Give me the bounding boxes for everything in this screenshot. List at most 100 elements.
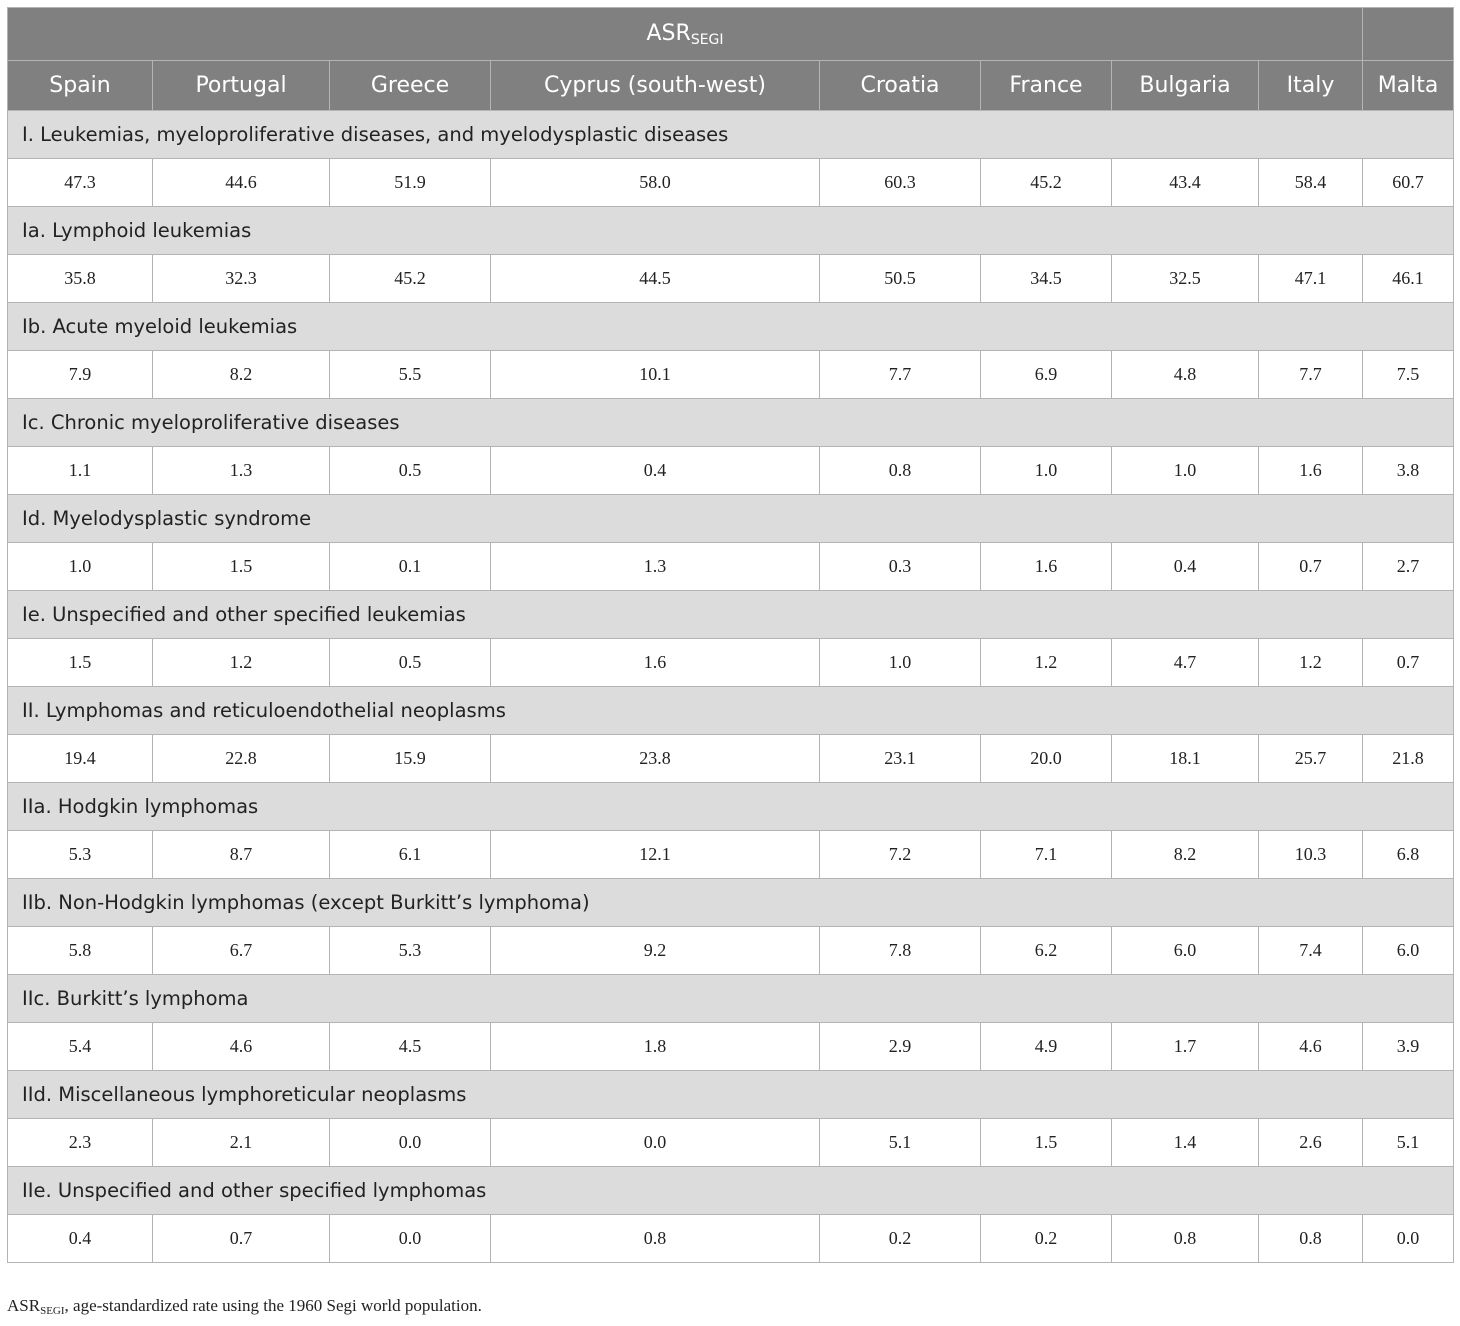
value-cell: 1.0 [819, 638, 981, 687]
value-cell: 4.8 [1111, 350, 1259, 399]
value-cell: 1.5 [152, 542, 330, 591]
category-row: Ic. Chronic myeloproliferative diseases [6, 398, 1455, 447]
value-cell: 22.8 [152, 734, 330, 783]
value-cell: 7.8 [819, 926, 981, 975]
value-cell: 6.0 [1362, 926, 1455, 975]
category-label: IIb. Non-Hodgkin lymphomas (except Burki… [6, 878, 1455, 927]
value-cell: 44.6 [152, 158, 330, 207]
category-label: IIc. Burkitt’s lymphoma [6, 974, 1455, 1023]
category-row: I. Leukemias, myeloproliferative disease… [6, 110, 1455, 159]
value-cell: 1.6 [1257, 446, 1364, 495]
category-row: IIc. Burkitt’s lymphoma [6, 974, 1455, 1023]
country-header-italy: Italy [1257, 60, 1364, 111]
value-cell: 5.3 [329, 926, 491, 975]
value-cell: 32.5 [1111, 254, 1259, 303]
category-row: Ia. Lymphoid leukemias [6, 206, 1455, 255]
asr-segi-header: ASRSEGI [6, 7, 1364, 61]
category-label: Ia. Lymphoid leukemias [6, 206, 1455, 255]
value-cell: 5.4 [7, 1022, 153, 1071]
value-cell: 10.1 [490, 350, 820, 399]
value-cell: 0.8 [490, 1214, 820, 1263]
value-cell: 0.3 [819, 542, 981, 591]
value-cell: 0.2 [819, 1214, 981, 1263]
value-cell: 2.9 [819, 1022, 981, 1071]
value-cell: 15.9 [329, 734, 491, 783]
value-cell: 0.7 [1362, 638, 1455, 687]
value-row: 19.4 22.8 15.9 23.8 23.1 20.0 18.1 25.7 21.8 [7, 734, 1455, 783]
value-cell: 0.0 [1362, 1214, 1455, 1263]
value-cell: 7.1 [980, 830, 1112, 879]
category-label: Ib. Acute myeloid leukemias [6, 302, 1455, 351]
footnote-text: , age-standardized rate using the 1960 S… [64, 1296, 482, 1315]
value-cell: 5.1 [1362, 1118, 1455, 1167]
value-cell: 1.5 [980, 1118, 1112, 1167]
category-label: II. Lymphomas and reticuloendothelial ne… [6, 686, 1455, 735]
value-cell: 2.7 [1362, 542, 1455, 591]
value-cell: 0.8 [1257, 1214, 1364, 1263]
value-cell: 8.2 [152, 350, 330, 399]
value-cell: 7.4 [1257, 926, 1364, 975]
value-cell: 1.5 [7, 638, 153, 687]
value-cell: 7.5 [1362, 350, 1455, 399]
value-cell: 8.7 [152, 830, 330, 879]
value-cell: 6.2 [980, 926, 1112, 975]
country-header-bulgaria: Bulgaria [1111, 60, 1259, 111]
value-cell: 6.1 [329, 830, 491, 879]
category-label: Ic. Chronic myeloproliferative diseases [6, 398, 1455, 447]
value-cell: 0.1 [329, 542, 491, 591]
value-cell: 45.2 [980, 158, 1112, 207]
value-cell: 0.0 [329, 1214, 491, 1263]
header-empty-cell [1362, 7, 1455, 61]
table-body: I. Leukemias, myeloproliferative disease… [6, 110, 1455, 1263]
value-row: 5.8 6.7 5.3 9.2 7.8 6.2 6.0 7.4 6.0 [7, 926, 1455, 975]
category-row: Id. Myelodysplastic syndrome [6, 494, 1455, 543]
category-row: IIa. Hodgkin lymphomas [6, 782, 1455, 831]
value-cell: 0.0 [490, 1118, 820, 1167]
value-cell: 0.0 [329, 1118, 491, 1167]
value-row: 5.4 4.6 4.5 1.8 2.9 4.9 1.7 4.6 3.9 [7, 1022, 1455, 1071]
value-cell: 0.7 [152, 1214, 330, 1263]
value-cell: 6.7 [152, 926, 330, 975]
category-row: II. Lymphomas and reticuloendothelial ne… [6, 686, 1455, 735]
value-cell: 1.2 [152, 638, 330, 687]
value-cell: 0.5 [329, 446, 491, 495]
category-label: I. Leukemias, myeloproliferative disease… [6, 110, 1455, 159]
value-cell: 6.9 [980, 350, 1112, 399]
value-cell: 19.4 [7, 734, 153, 783]
value-cell: 1.4 [1111, 1118, 1259, 1167]
category-row: IIb. Non-Hodgkin lymphomas (except Burki… [6, 878, 1455, 927]
asr-header-main: ASR [646, 20, 691, 46]
value-cell: 1.3 [490, 542, 820, 591]
value-cell: 12.1 [490, 830, 820, 879]
value-cell: 1.2 [1257, 638, 1364, 687]
value-cell: 1.0 [7, 542, 153, 591]
value-cell: 1.0 [980, 446, 1112, 495]
value-cell: 5.8 [7, 926, 153, 975]
value-cell: 7.7 [819, 350, 981, 399]
value-cell: 1.6 [980, 542, 1112, 591]
value-cell: 2.1 [152, 1118, 330, 1167]
footnote-abbr-sub: SEGI [40, 1305, 65, 1317]
value-cell: 7.9 [7, 350, 153, 399]
value-cell: 7.7 [1257, 350, 1364, 399]
footnote-abbr-main: ASR [7, 1296, 41, 1315]
country-header-greece: Greece [329, 60, 491, 111]
country-header-row: Spain Portugal Greece Cyprus (south-west) Cr… [7, 60, 1455, 111]
table-footnote: ASRSEGI, age-standardized rate using the… [7, 1296, 482, 1317]
header-title-row: ASRSEGI [6, 7, 1455, 61]
value-cell: 2.3 [7, 1118, 153, 1167]
value-cell: 5.5 [329, 350, 491, 399]
value-cell: 1.8 [490, 1022, 820, 1071]
value-cell: 4.7 [1111, 638, 1259, 687]
value-cell: 0.2 [980, 1214, 1112, 1263]
value-cell: 7.2 [819, 830, 981, 879]
country-header-malta: Malta [1362, 60, 1455, 111]
value-cell: 3.9 [1362, 1022, 1455, 1071]
value-cell: 1.0 [1111, 446, 1259, 495]
value-cell: 23.1 [819, 734, 981, 783]
value-cell: 47.3 [7, 158, 153, 207]
value-cell: 58.4 [1257, 158, 1364, 207]
value-cell: 4.9 [980, 1022, 1112, 1071]
country-header-cyprus-south-west: Cyprus (south-west) [490, 60, 820, 111]
asr-header-sub: SEGI [690, 31, 724, 48]
